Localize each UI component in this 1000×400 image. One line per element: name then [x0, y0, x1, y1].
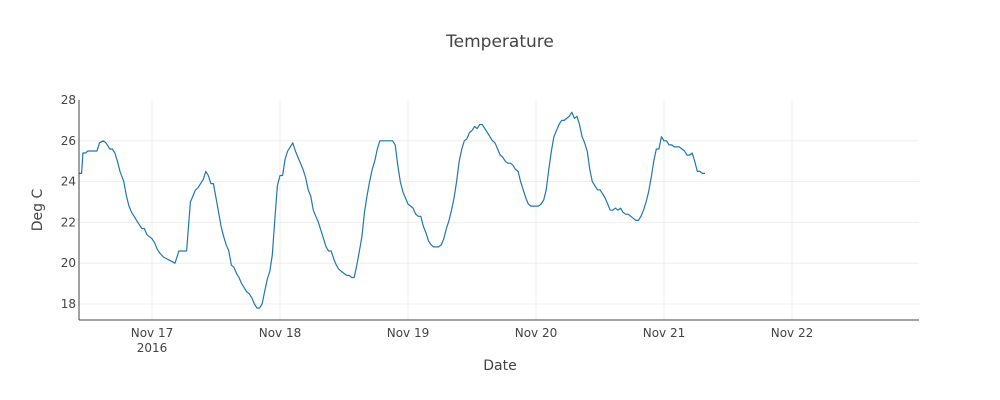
- x-tick-label: Nov 20: [515, 326, 558, 340]
- grid-lines: [79, 100, 919, 320]
- x-tick-label: Nov 19: [387, 326, 430, 340]
- x-tick-label: Nov 22: [771, 326, 814, 340]
- y-tick-label: 22: [61, 215, 76, 229]
- y-tick-label: 28: [61, 93, 76, 107]
- x-tick-label: Nov 17: [131, 326, 174, 340]
- y-tick-label: 18: [61, 297, 76, 311]
- x-axis-label: Date: [483, 358, 517, 374]
- x-tick-label: 2016: [137, 341, 168, 355]
- temperature-line[interactable]: [79, 111, 705, 309]
- x-tick-label: Nov 18: [259, 326, 302, 340]
- y-tick-label: 20: [61, 256, 76, 270]
- y-tick-label: 24: [61, 175, 76, 189]
- chart-title: Temperature: [446, 32, 554, 52]
- x-tick-label: Nov 21: [643, 326, 686, 340]
- y-tick-label: 26: [61, 134, 76, 148]
- y-axis-ticks: 18 20 22 24 26 28: [61, 93, 76, 311]
